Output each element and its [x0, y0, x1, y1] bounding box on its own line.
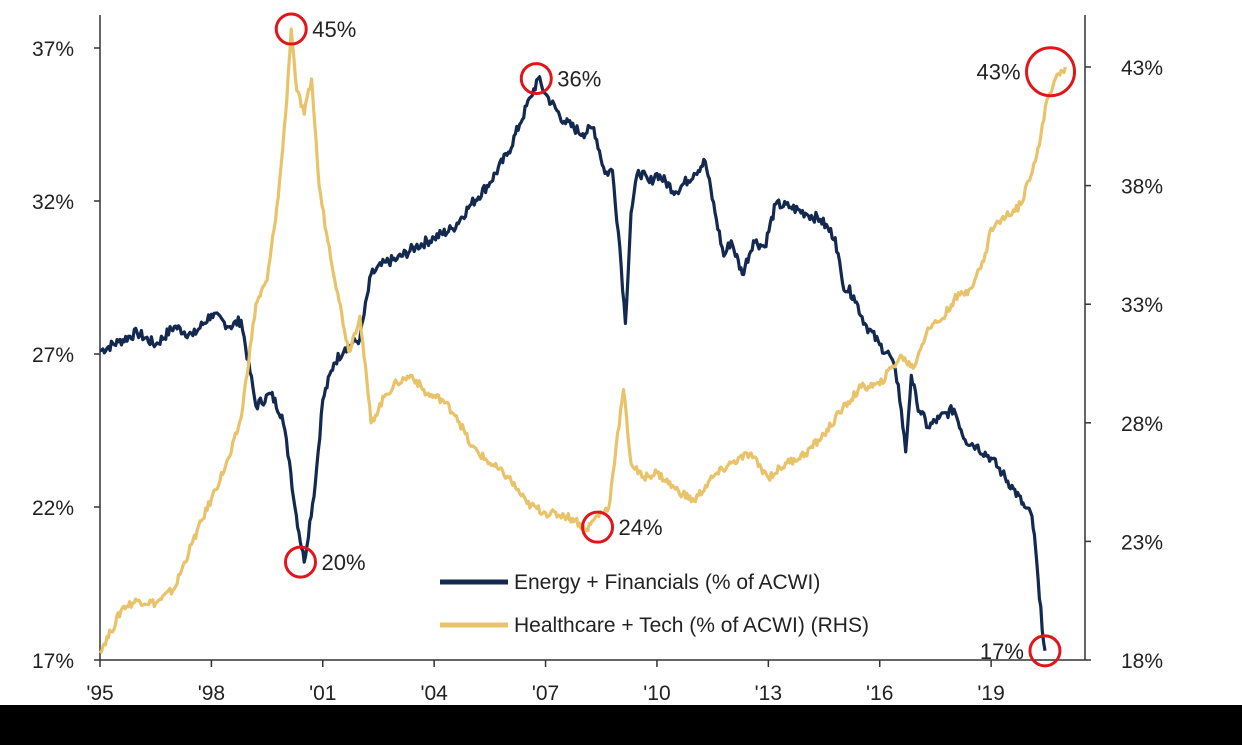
- left-tick-label: 32%: [32, 191, 74, 214]
- x-tick-label: '19: [977, 682, 1004, 705]
- left-tick-label: 17%: [32, 650, 74, 673]
- right-tick-label: 23%: [1121, 531, 1163, 554]
- x-tick-label: '13: [755, 682, 782, 705]
- annotation-label: 20%: [322, 550, 366, 575]
- legend-label-energy-financials: Energy + Financials (% of ACWI): [514, 571, 820, 594]
- legend-label-healthcare-tech: Healthcare + Tech (% of ACWI) (RHS): [514, 614, 869, 637]
- right-tick-label: 38%: [1121, 176, 1163, 199]
- annotation-layer: 45% 20% 36% 24% 43% 17%: [274, 12, 1077, 668]
- left-tick-label: 27%: [32, 344, 74, 367]
- series-line-energy-financials: [99, 75, 1047, 652]
- axes: 17% 22% 27% 32% 37% 18% 23% 28% 33% 38% 43% '95 '98 '…: [32, 15, 1163, 705]
- left-tick-label: 37%: [32, 38, 74, 61]
- annotation-label: 17%: [980, 639, 1024, 664]
- legend: Energy + Financials (% of ACWI) Healthca…: [440, 571, 869, 637]
- annotation-label: 36%: [557, 67, 601, 92]
- annotation-circle: [274, 12, 308, 46]
- x-tick-label: '04: [420, 682, 448, 705]
- annotation-circle: [519, 62, 553, 96]
- x-tick-label: '95: [86, 682, 113, 705]
- x-tick-label: '98: [198, 682, 225, 705]
- annotation-circle: [581, 510, 615, 544]
- right-tick-label: 33%: [1121, 294, 1163, 317]
- right-tick-label: 28%: [1121, 413, 1163, 436]
- annotation-circle: [1025, 46, 1077, 98]
- annotation-label: 24%: [619, 515, 663, 540]
- annotation-label: 45%: [312, 17, 356, 42]
- x-tick-label: '01: [309, 682, 336, 705]
- annotation-circle: [284, 545, 318, 579]
- annotation-circle: [1028, 634, 1062, 668]
- right-tick-label: 43%: [1121, 57, 1163, 80]
- x-tick-label: '07: [532, 682, 559, 705]
- left-tick-label: 22%: [32, 497, 74, 520]
- line-chart: 17% 22% 27% 32% 37% 18% 23% 28% 33% 38% 43% '95 '98 '…: [32, 12, 1163, 705]
- chart-area: 17% 22% 27% 32% 37% 18% 23% 28% 33% 38% 43% '95 '98 '…: [0, 0, 1242, 705]
- x-tick-label: '10: [643, 682, 670, 705]
- x-tick-label: '16: [866, 682, 893, 705]
- right-tick-label: 18%: [1121, 650, 1163, 673]
- series-layer: [98, 27, 1067, 654]
- annotation-label: 43%: [976, 60, 1020, 85]
